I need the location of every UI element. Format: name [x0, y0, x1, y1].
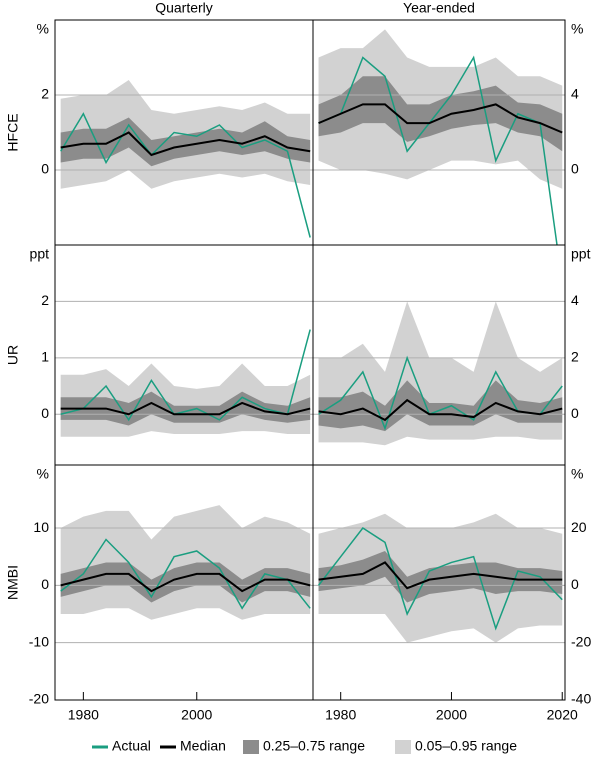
unit-label: % — [571, 466, 583, 482]
unit-label: ppt — [571, 246, 591, 262]
x-tick-label: 2000 — [181, 707, 212, 723]
band — [60, 562, 311, 603]
actual-line — [317, 527, 563, 631]
unit-label: % — [37, 466, 49, 482]
median-line — [60, 572, 311, 593]
legend-label: 0.25–0.75 range — [263, 738, 365, 754]
unit-label: % — [571, 21, 583, 37]
y-tick-label: 0 — [41, 576, 49, 592]
median-line — [318, 561, 563, 590]
band — [60, 505, 311, 620]
y-tick-label: -20 — [29, 691, 49, 707]
unit-label: ppt — [30, 246, 50, 262]
actual-line — [318, 55, 558, 245]
y-axis-label: HFCE — [5, 113, 21, 151]
actual-line — [60, 329, 311, 422]
y-tick-label: 2 — [41, 292, 49, 308]
panel-title: Quarterly — [155, 0, 213, 16]
y-tick-label: 4 — [571, 292, 579, 308]
y-tick-label: 0 — [41, 161, 49, 177]
median-line — [318, 103, 563, 134]
legend-swatch — [243, 740, 259, 754]
median-line — [60, 401, 311, 416]
y-tick-label: -40 — [571, 691, 591, 707]
legend-label: 0.05–0.95 range — [415, 738, 517, 754]
x-tick-label: 1980 — [68, 707, 99, 723]
legend-swatch — [395, 740, 411, 754]
x-tick-label: 1980 — [325, 707, 356, 723]
median-line — [60, 131, 311, 157]
y-tick-label: 0 — [41, 405, 49, 421]
band — [318, 380, 563, 432]
y-tick-label: -10 — [29, 633, 49, 649]
y-tick-label: 2 — [571, 349, 579, 365]
y-tick-label: 20 — [571, 519, 587, 535]
y-tick-label: 0 — [571, 405, 579, 421]
y-tick-label: 2 — [41, 86, 49, 102]
y-tick-label: 4 — [571, 86, 579, 102]
band — [60, 117, 311, 167]
x-tick-label: 2020 — [547, 707, 578, 723]
x-tick-label: 2000 — [436, 707, 467, 723]
y-axis-label: NMBI — [5, 565, 21, 600]
legend-label: Actual — [112, 738, 151, 754]
panel-title: Year-ended — [403, 0, 475, 16]
unit-label: % — [37, 21, 49, 37]
y-tick-label: 0 — [571, 161, 579, 177]
actual-line — [60, 112, 311, 238]
y-tick-label: -20 — [571, 633, 591, 649]
y-axis-label: UR — [5, 345, 21, 365]
median-line — [318, 398, 563, 422]
band — [318, 550, 563, 603]
y-tick-label: 10 — [33, 519, 49, 535]
y-tick-label: 1 — [41, 349, 49, 365]
panel-frame — [312, 464, 566, 701]
legend-label: Median — [180, 738, 226, 754]
y-tick-label: 0 — [571, 576, 579, 592]
actual-line — [60, 538, 311, 610]
